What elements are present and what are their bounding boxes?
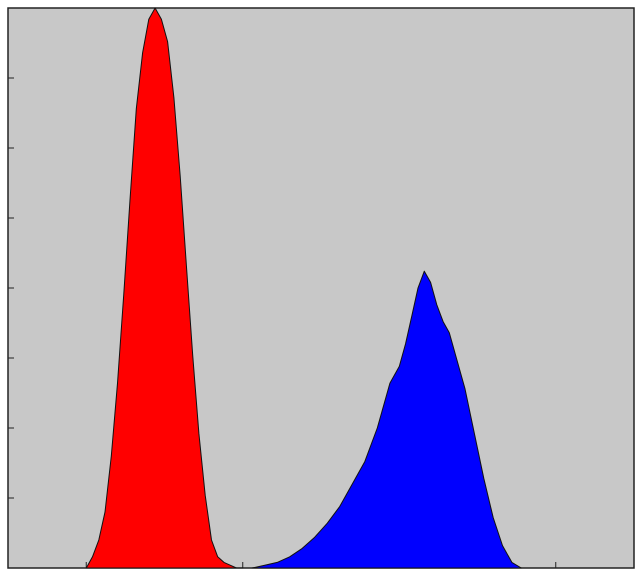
plot-background	[7, 7, 635, 569]
histogram-area-2	[251, 270, 522, 569]
series-layer	[85, 7, 522, 569]
histogram-area-1	[85, 7, 244, 569]
